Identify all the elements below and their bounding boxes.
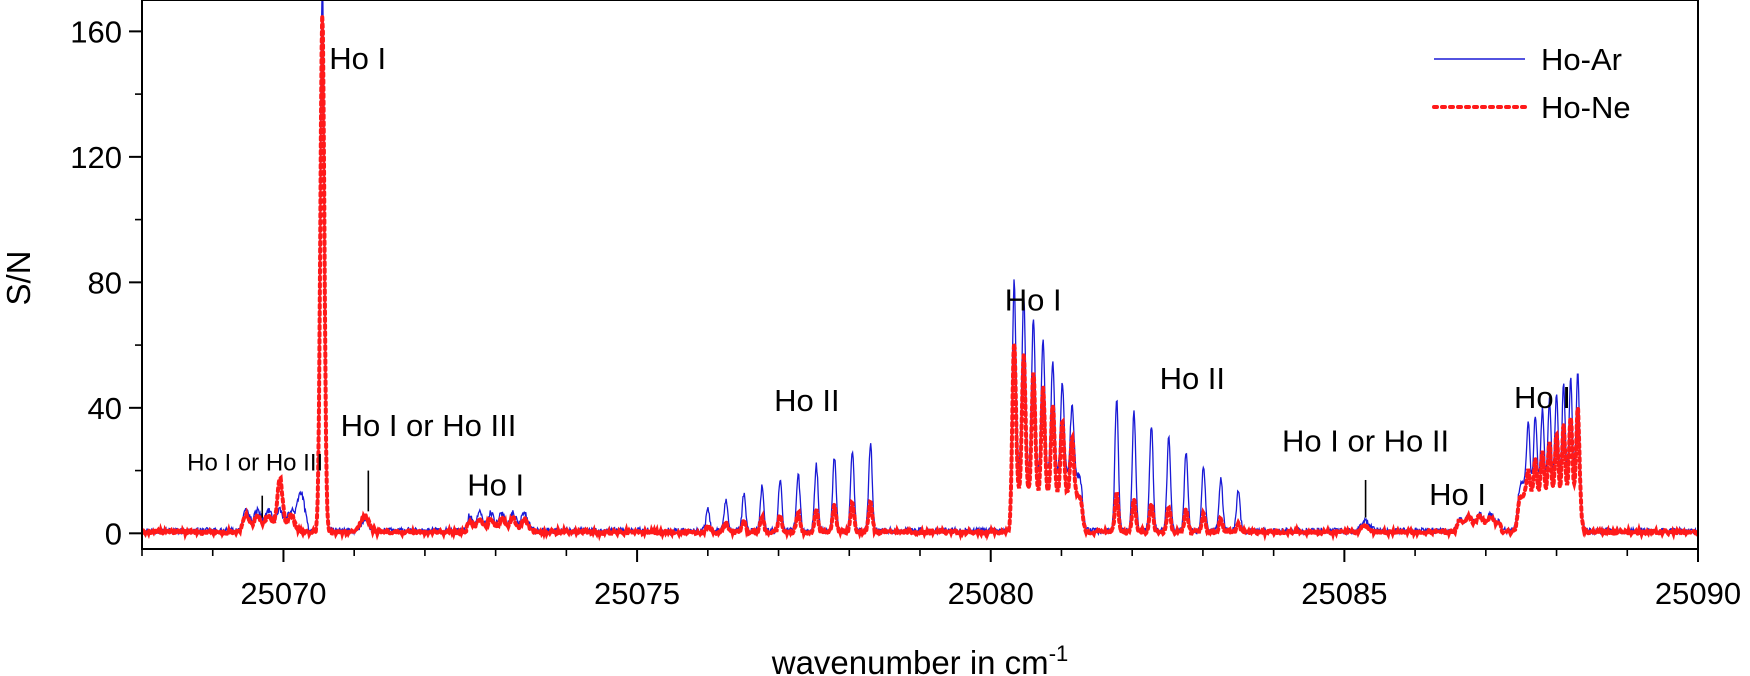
annotation-label-ho-i-or-ho-iii-1: Ho I or Ho III <box>187 450 323 477</box>
x-axis-label: wavenumber in cm-1 <box>771 641 1069 676</box>
x-tick-label-25090: 25090 <box>1655 576 1741 611</box>
x-axis-label-superscript: -1 <box>1049 641 1069 666</box>
annotation-label-ho-ii-4: Ho II <box>774 383 839 418</box>
annotation-label-ho-i-or-ho-iii-2: Ho I or Ho III <box>341 408 517 443</box>
annotation-label-ho-ii-6: Ho II <box>1160 361 1225 396</box>
legend-label-ho-ne: Ho-Ne <box>1541 90 1631 125</box>
y-tick-label-160: 160 <box>70 14 122 49</box>
y-tick-label-120: 120 <box>70 140 122 175</box>
y-axis-label: S/N <box>0 250 37 305</box>
y-tick-label-40: 40 <box>88 391 122 426</box>
y-tick-label-0: 0 <box>105 516 122 551</box>
x-tick-label-25080: 25080 <box>948 576 1034 611</box>
annotation-label-ho-i-or-ho-ii-7: Ho I or Ho II <box>1282 424 1449 459</box>
plot-frame <box>141 0 1699 550</box>
annotation-label-ho-i-3: Ho I <box>467 468 524 503</box>
x-tick-label-25070: 25070 <box>240 576 326 611</box>
series-layer <box>142 0 1698 542</box>
x-tick-label-25075: 25075 <box>594 576 680 611</box>
legend: Ho-Ar Ho-Ne <box>1432 42 1631 125</box>
annotation-label-ho-i-8: Ho I <box>1429 477 1486 512</box>
x-tick-label-25085: 25085 <box>1301 576 1387 611</box>
legend-label-ho-ar: Ho-Ar <box>1541 42 1622 77</box>
series-line-ho-ne <box>142 15 1698 542</box>
annotation-label-ho-i-9: Ho I <box>1514 380 1571 415</box>
annotations: Ho I Ho I or Ho III Ho I or Ho III Ho I Ho I… <box>187 41 1571 518</box>
y-tick-label-80: 80 <box>88 265 122 300</box>
axis-ticks: 25070 25075 25080 25085 25090 0 40 80 120 160 <box>70 14 1741 611</box>
x-axis-label-text: wavenumber in cm <box>771 644 1049 676</box>
annotation-label-ho-i-0: Ho I <box>329 41 386 76</box>
series-line-ho-ar <box>142 0 1698 537</box>
annotation-label-ho-i-5: Ho I <box>1005 283 1062 318</box>
